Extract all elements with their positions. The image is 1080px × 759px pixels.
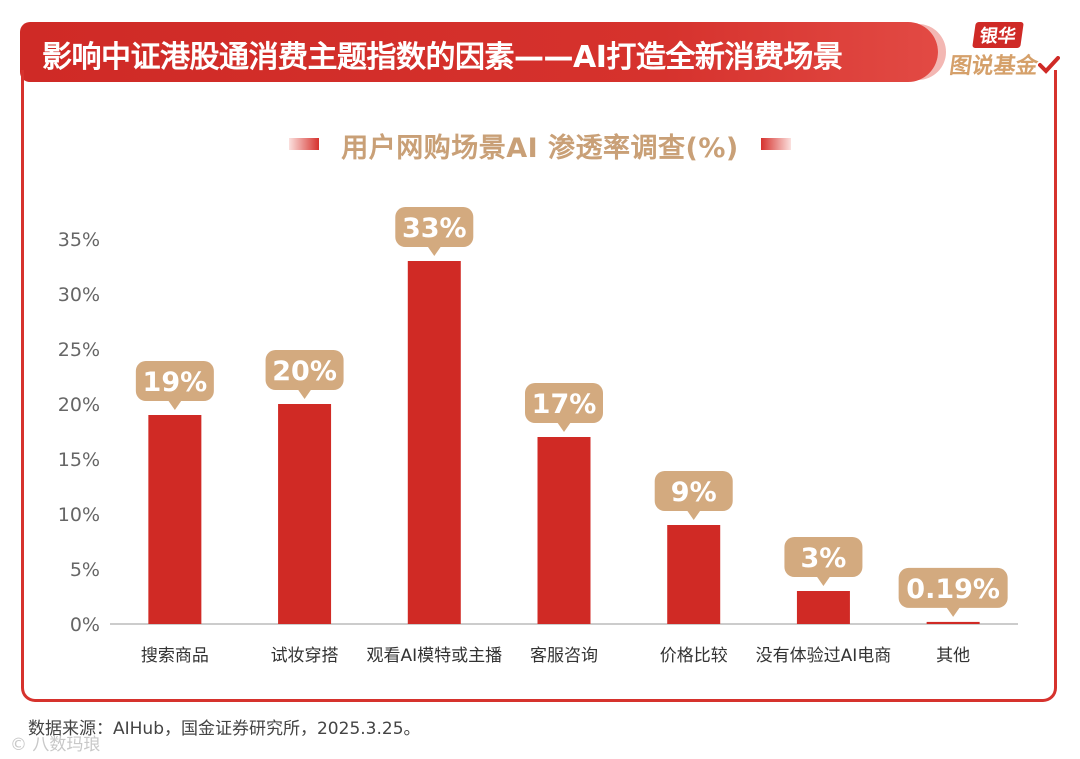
title-decor-right bbox=[760, 138, 791, 150]
chart-title: 用户网购场景AI 渗透率调查(%) bbox=[289, 126, 791, 165]
logo-line1: 银华 bbox=[972, 22, 1024, 48]
chart-panel bbox=[21, 70, 1057, 702]
source-note: 数据来源：AIHub，国金证券研究所，2025.3.25。 bbox=[28, 719, 421, 739]
title-decor-left bbox=[289, 138, 320, 150]
header-banner: 影响中证港股通消费主题指数的因素——AI打造全新消费场景 bbox=[20, 22, 938, 82]
chart-title-text: 用户网购场景AI 渗透率调查(%) bbox=[341, 133, 739, 164]
page-title: 影响中证港股通消费主题指数的因素——AI打造全新消费场景 bbox=[42, 40, 843, 75]
watermark: © 八数玛琅 bbox=[10, 735, 101, 755]
